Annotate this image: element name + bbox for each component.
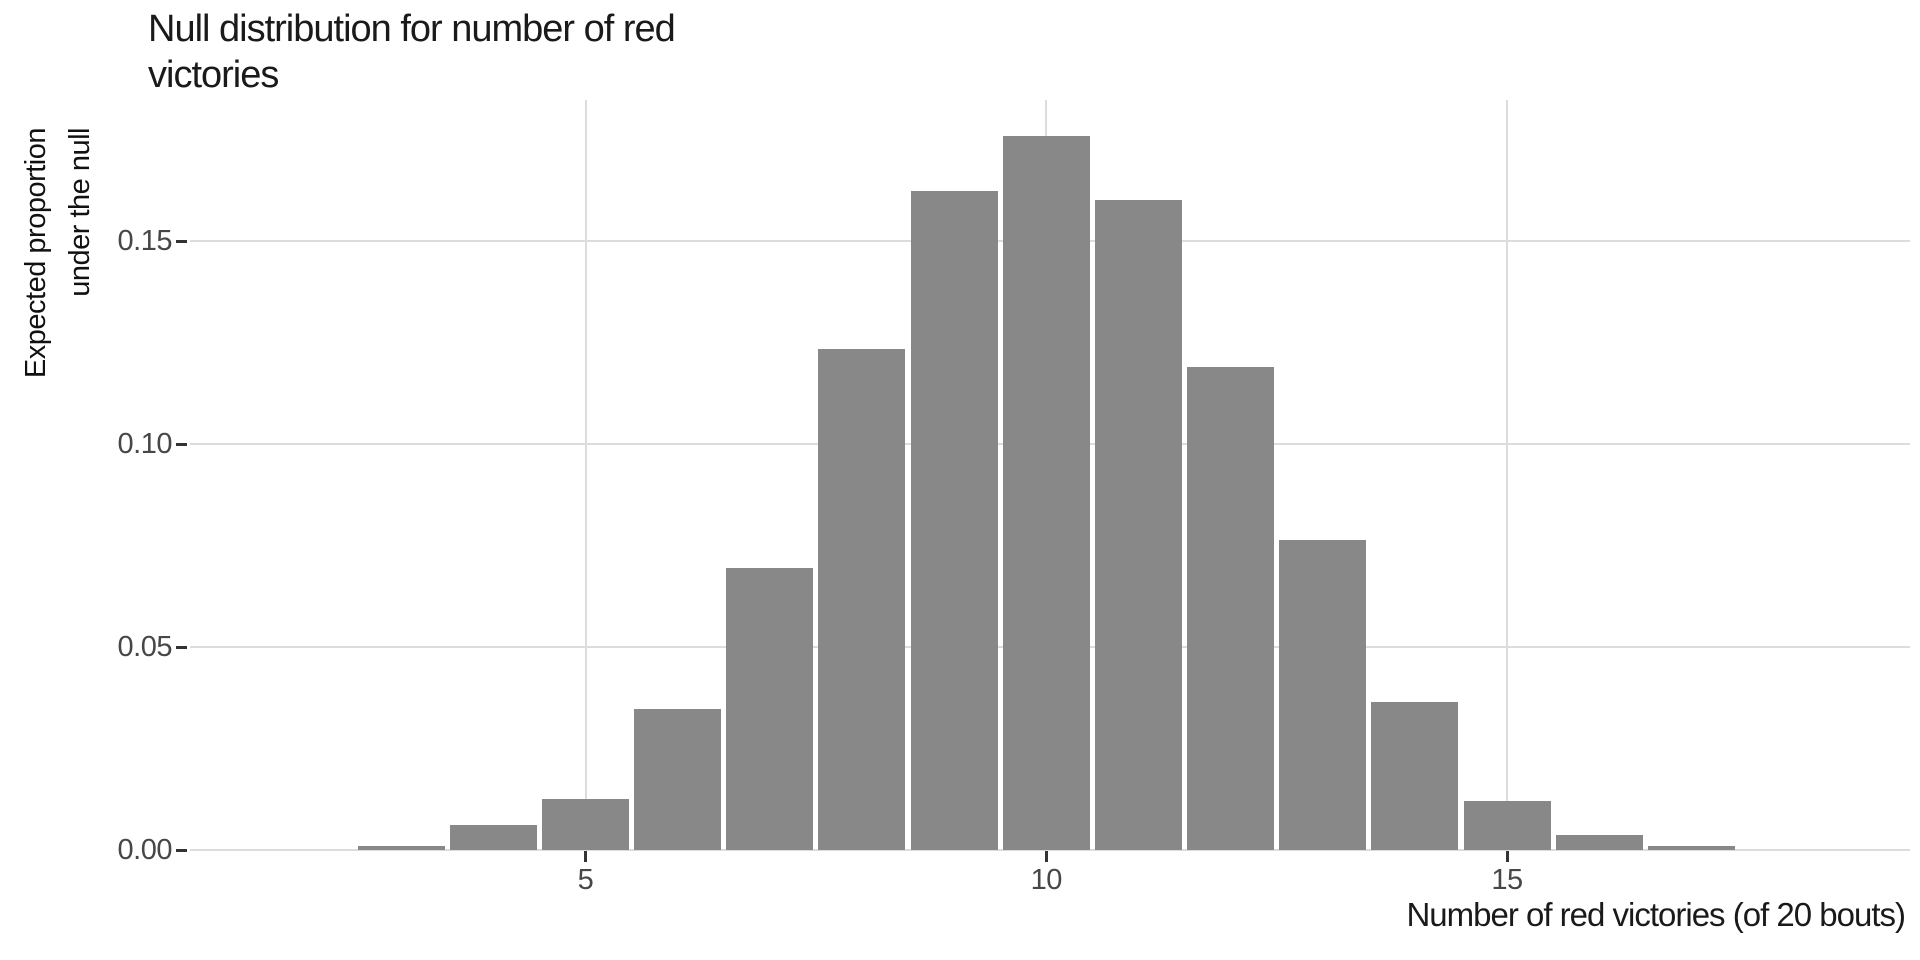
x-tick-label: 5 [577, 864, 594, 896]
histogram-bar [1371, 701, 1459, 850]
x-axis-title: Number of red victories (of 20 bouts) [1406, 896, 1906, 933]
y-axis-tick [176, 239, 187, 243]
histogram-bar [910, 191, 998, 850]
y-axis-title-line-1: Expected proportion [20, 128, 52, 379]
histogram-bar [1647, 845, 1735, 850]
y-tick-label: 0.00 [117, 834, 173, 866]
y-tick-label: 0.15 [117, 225, 173, 257]
histogram-bar [818, 348, 906, 850]
x-gridline [1506, 100, 1508, 852]
histogram-bar [357, 845, 445, 850]
x-tick-label: 15 [1491, 864, 1523, 896]
chart-title-line-1: Null distribution for number of red [148, 8, 676, 50]
histogram-bar [634, 709, 722, 850]
histogram-bar [1094, 199, 1182, 850]
y-axis-title-line-2: under the null [64, 128, 96, 297]
x-gridline [584, 100, 587, 852]
y-tick-label: 0.05 [117, 631, 173, 663]
histogram-bar [726, 567, 814, 850]
histogram-bar [449, 824, 537, 850]
x-axis-tick [1044, 851, 1048, 862]
y-gridline [190, 849, 1910, 851]
y-axis-tick [176, 645, 187, 649]
histogram-bar [1279, 539, 1367, 850]
x-tick-label: 10 [1030, 864, 1063, 896]
y-axis-tick [176, 848, 187, 852]
x-axis-tick [584, 851, 587, 862]
x-axis-tick [1505, 851, 1509, 862]
histogram-bar [542, 798, 629, 850]
histogram-bar [1463, 800, 1551, 850]
histogram-bar [1555, 834, 1643, 850]
y-axis-tick [176, 442, 187, 446]
y-tick-label: 0.10 [117, 428, 173, 460]
chart-title-line-2: victories [148, 54, 279, 96]
chart-title: Null distribution for number of red vict… [148, 6, 676, 98]
histogram-bar [1002, 135, 1090, 850]
y-axis-title: Expected proportion under the null [14, 128, 106, 408]
histogram-bar [1187, 366, 1275, 850]
